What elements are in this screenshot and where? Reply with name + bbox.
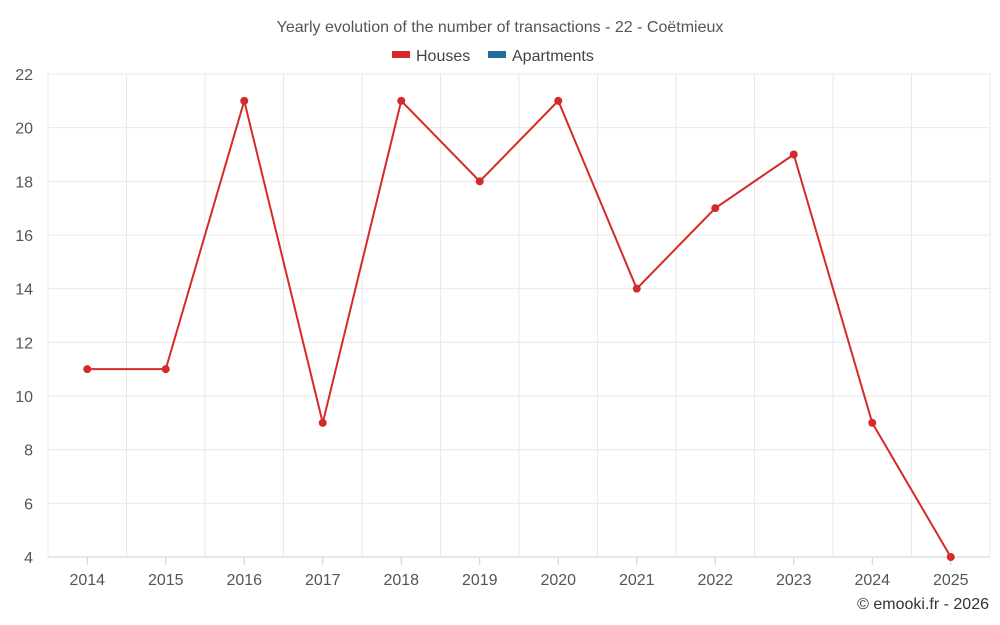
y-tick-label: 8 bbox=[24, 443, 33, 460]
y-tick-label: 18 bbox=[15, 174, 33, 191]
y-tick-label: 16 bbox=[15, 228, 33, 245]
credit-text: © emooki.fr - 2026 bbox=[857, 596, 989, 613]
y-tick-label: 12 bbox=[15, 335, 33, 352]
x-tick-label: 2023 bbox=[776, 572, 812, 589]
gridlines bbox=[47, 73, 991, 557]
y-tick-label: 20 bbox=[15, 121, 33, 138]
x-tick-label: 2017 bbox=[305, 572, 341, 589]
x-tick-label: 2020 bbox=[540, 572, 576, 589]
x-tick-label: 2024 bbox=[854, 572, 890, 589]
x-tick-label: 2014 bbox=[69, 572, 105, 589]
x-tick-label: 2019 bbox=[462, 572, 498, 589]
y-tick-label: 22 bbox=[15, 67, 33, 84]
data-point-houses[interactable] bbox=[554, 96, 563, 105]
data-point-houses[interactable] bbox=[789, 150, 798, 159]
data-point-houses[interactable] bbox=[475, 177, 484, 186]
data-point-houses[interactable] bbox=[240, 96, 249, 105]
y-tick-label: 10 bbox=[15, 389, 33, 406]
legend-swatch-houses bbox=[392, 51, 410, 58]
legend-label-apartments: Apartments bbox=[512, 48, 594, 65]
x-tick-label: 2015 bbox=[148, 572, 184, 589]
y-tick-label: 14 bbox=[15, 282, 33, 299]
data-point-houses[interactable] bbox=[397, 96, 406, 105]
legend-item-houses[interactable]: Houses bbox=[392, 48, 470, 65]
y-tick-label: 6 bbox=[24, 496, 33, 513]
data-point-houses[interactable] bbox=[318, 418, 327, 427]
plot-series bbox=[83, 96, 955, 561]
legend-item-apartments[interactable]: Apartments bbox=[488, 48, 594, 65]
x-axis-ticks: 2014 2015 2016 2017 2018 2019 2020 2021 2022 2023… bbox=[69, 557, 969, 589]
data-point-houses[interactable] bbox=[711, 204, 720, 213]
x-tick-label: 2022 bbox=[697, 572, 733, 589]
x-tick-label: 2018 bbox=[383, 572, 419, 589]
data-point-houses[interactable] bbox=[868, 418, 877, 427]
chart-title: Yearly evolution of the number of transa… bbox=[277, 19, 724, 36]
y-axis-ticks: 4 6 8 10 12 14 16 18 20 22 bbox=[15, 67, 33, 567]
x-tick-label: 2021 bbox=[619, 572, 655, 589]
series-line-houses bbox=[87, 96, 952, 558]
legend-label-houses: Houses bbox=[416, 48, 470, 65]
data-point-houses[interactable] bbox=[632, 284, 641, 293]
data-point-houses[interactable] bbox=[946, 553, 955, 561]
data-point-houses[interactable] bbox=[161, 365, 170, 374]
x-tick-label: 2025 bbox=[933, 572, 969, 589]
x-tick-label: 2016 bbox=[226, 572, 262, 589]
legend-swatch-apartments bbox=[488, 51, 506, 58]
data-point-houses[interactable] bbox=[83, 365, 92, 374]
legend: Houses Apartments bbox=[392, 48, 594, 65]
y-tick-label: 4 bbox=[24, 550, 33, 567]
